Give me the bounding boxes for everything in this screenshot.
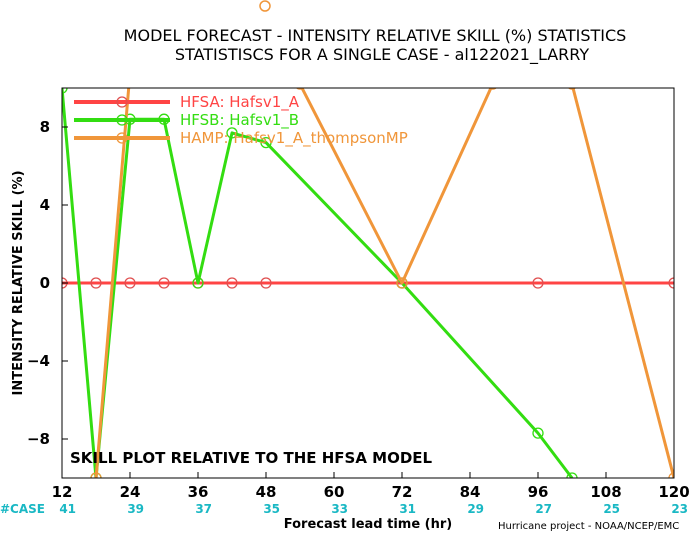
y-axis-ticks: −8 −4 0 4 8: [27, 118, 68, 448]
series-0-point: [124, 277, 136, 289]
x-tick-label: 120: [658, 483, 689, 501]
series-0-point: [532, 277, 544, 289]
skill-plot-note: SKILL PLOT RELATIVE TO THE HFSA MODEL: [70, 449, 433, 467]
x-tick-label: 24: [120, 483, 141, 501]
series-2-point: [567, 88, 577, 90]
x-tick-label: 72: [392, 483, 413, 501]
case-count-value: 33: [331, 502, 348, 516]
x-axis-ticks: 12 24 36 48 60 72 84 96 108 120: [52, 472, 690, 501]
series-1-point: [566, 472, 578, 478]
x-tick-label: 60: [324, 483, 345, 501]
x-tick-label: 96: [528, 483, 549, 501]
series-1-point: [532, 427, 544, 439]
case-count-value: 41: [59, 502, 76, 516]
x-axis-label: Forecast lead time (hr): [284, 517, 452, 532]
series-1-point: [260, 136, 272, 149]
top-circle-marker: [259, 0, 271, 12]
y-tick-label: −8: [27, 430, 50, 448]
y-tick-label: 0: [40, 274, 50, 292]
case-count-value: 23: [671, 502, 688, 516]
series-1-point: [226, 127, 238, 139]
series-line-2: [94, 88, 674, 478]
chart-subtitle: STATISTISCS FOR A SINGLE CASE - al122021…: [175, 45, 590, 65]
y-axis-label: INTENSITY RELATIVE SKILL (%): [11, 170, 26, 395]
case-count-label: #CASE: [0, 502, 45, 516]
y-tick-label: −4: [27, 352, 50, 370]
series-2-point: [90, 472, 102, 478]
series-2-point: [396, 277, 408, 289]
chart-title: MODEL FORECAST - INTENSITY RELATIVE SKIL…: [124, 26, 627, 45]
series-2-point: [488, 88, 497, 90]
x-tick-label: 84: [460, 483, 481, 501]
x-tick-label: 36: [188, 483, 209, 501]
series-0-point: [226, 277, 238, 289]
series-1-point: [192, 277, 204, 289]
series-layer: [62, 67, 674, 478]
series-0-point: [158, 277, 170, 289]
x-tick-label: 48: [256, 483, 277, 501]
x-tick-label: 12: [52, 483, 73, 501]
y-tick-label: 4: [40, 196, 50, 214]
case-count-value: 25: [603, 502, 620, 516]
legend-marker-2: [116, 132, 128, 144]
case-count-value: 27: [535, 502, 552, 516]
legend-marker-0: [116, 96, 128, 108]
legend-label-2: HAMP: Hafsv1_A_thompsonMP: [180, 129, 408, 148]
case-count-value: 29: [467, 502, 484, 516]
case-counts: 41 39 37 35 33 31 29 27 25 23: [59, 502, 688, 516]
y-tick-label: 8: [40, 118, 50, 136]
series-0-point: [90, 277, 102, 289]
legend-label-1: HFSB: Hafsv1_B: [180, 111, 299, 130]
case-count-value: 39: [127, 502, 144, 516]
case-count-value: 31: [399, 502, 416, 516]
credit-text: Hurricane project - NOAA/NCEP/EMC: [498, 521, 679, 532]
case-count-value: 37: [195, 502, 212, 516]
x-tick-label: 108: [590, 483, 621, 501]
legend-label-0: HFSA: Hafsv1_A: [180, 93, 300, 112]
legend-marker-1: [116, 114, 128, 126]
series-0-point: [260, 277, 272, 289]
series-2-point: [295, 88, 305, 90]
series-2-point: [125, 67, 135, 77]
case-count-value: 35: [263, 502, 280, 516]
series-line-1: [62, 88, 574, 478]
series-0-point: [668, 277, 674, 289]
